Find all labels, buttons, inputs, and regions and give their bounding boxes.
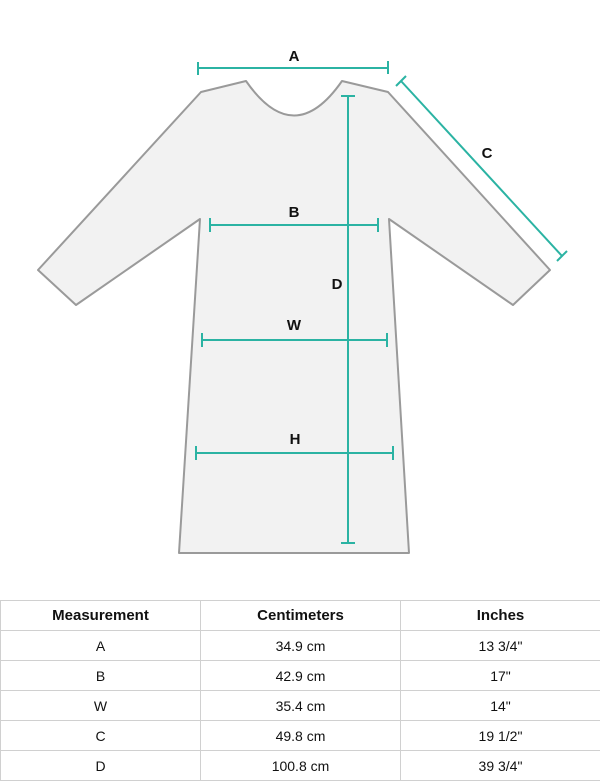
table-header-row: Measurement Centimeters Inches xyxy=(1,601,600,631)
label-a: A xyxy=(289,48,300,65)
cell-cm: 35.4 cm xyxy=(201,691,401,721)
header-measurement: Measurement xyxy=(1,601,201,631)
cell-cm: 49.8 cm xyxy=(201,721,401,751)
label-d: D xyxy=(332,276,343,293)
cell-inches: 19 1/2" xyxy=(401,721,600,751)
cell-inches: 39 3/4" xyxy=(401,751,600,781)
cell-inches: 14" xyxy=(401,691,600,721)
cell-inches: 17" xyxy=(401,661,600,691)
header-centimeters: Centimeters xyxy=(201,601,401,631)
garment-diagram: A C B D W H xyxy=(0,0,600,600)
label-c: C xyxy=(482,145,493,162)
cell-measurement: D xyxy=(1,751,201,781)
cell-inches: 13 3/4" xyxy=(401,631,600,661)
cell-cm: 34.9 cm xyxy=(201,631,401,661)
label-w: W xyxy=(287,317,302,334)
cell-cm: 100.8 cm xyxy=(201,751,401,781)
header-inches: Inches xyxy=(401,601,600,631)
label-h: H xyxy=(290,431,301,448)
cell-measurement: C xyxy=(1,721,201,751)
cell-measurement: A xyxy=(1,631,201,661)
cell-measurement: B xyxy=(1,661,201,691)
cell-cm: 42.9 cm xyxy=(201,661,401,691)
cell-measurement: W xyxy=(1,691,201,721)
label-b: B xyxy=(289,204,300,221)
